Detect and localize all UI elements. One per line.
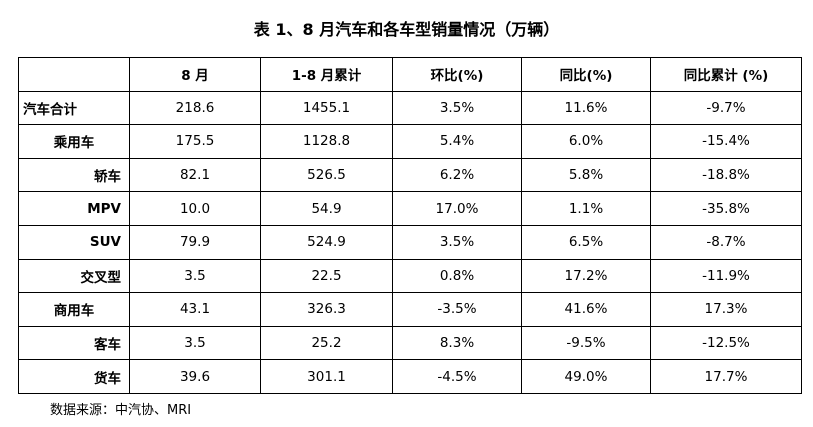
cell: 3.5% <box>392 224 522 260</box>
cell: 3.5 <box>129 258 261 294</box>
table-row: 客车 3.5 25.2 8.3% -9.5% -12.5% <box>18 325 802 361</box>
cell: -9.5% <box>521 325 651 361</box>
cell: 22.5 <box>260 258 393 294</box>
cell: 49.0% <box>521 359 651 394</box>
table-row: SUV 79.9 524.9 3.5% 6.5% -8.7% <box>18 224 802 260</box>
cell: 79.9 <box>129 224 261 260</box>
cell: -18.8% <box>650 157 802 193</box>
row-label: 轿车 <box>18 157 130 193</box>
cell: 526.5 <box>260 157 393 193</box>
row-label: 商用车 <box>18 292 130 327</box>
title: 表 1、8 月汽车和各车型销量情况（万辆） <box>253 20 560 39</box>
column-header: 环比(%) <box>392 57 522 92</box>
cell: 5.4% <box>392 124 522 159</box>
cell: 11.6% <box>521 90 651 126</box>
column-header <box>18 57 130 92</box>
cell: 6.5% <box>521 224 651 260</box>
table-row: 商用车 43.1 326.3 -3.5% 41.6% 17.3% <box>18 292 802 327</box>
row-label: MPV <box>18 191 130 226</box>
row-label: 货车 <box>18 359 130 394</box>
cell: 54.9 <box>260 191 393 226</box>
cell: -8.7% <box>650 224 802 260</box>
cell: -35.8% <box>650 191 802 226</box>
cell: 41.6% <box>521 292 651 327</box>
row-label: 乘用车 <box>18 124 130 159</box>
cell: 17.0% <box>392 191 522 226</box>
cell: 5.8% <box>521 157 651 193</box>
table-row: MPV 10.0 54.9 17.0% 1.1% -35.8% <box>18 191 802 226</box>
cell: 39.6 <box>129 359 261 394</box>
cell: 1128.8 <box>260 124 393 159</box>
column-header: 同比累计 (%) <box>650 57 802 92</box>
cell: 6.0% <box>521 124 651 159</box>
cell: 175.5 <box>129 124 261 159</box>
cell: -3.5% <box>392 292 522 327</box>
row-label: 客车 <box>18 325 130 361</box>
table-row: 货车 39.6 301.1 -4.5% 49.0% 17.7% <box>18 359 802 394</box>
table: 8 月 1-8 月累计 环比(%) 同比(%) 同比累计 (%) 汽车合计 218.6 145… <box>18 57 802 394</box>
cell: 0.8% <box>392 258 522 294</box>
column-header: 8 月 <box>129 57 261 92</box>
cell: 1455.1 <box>260 90 393 126</box>
cell: 8.3% <box>392 325 522 361</box>
table-row: 乘用车 175.5 1128.8 5.4% 6.0% -15.4% <box>18 124 802 159</box>
cell: 10.0 <box>129 191 261 226</box>
cell: 326.3 <box>260 292 393 327</box>
cell: 301.1 <box>260 359 393 394</box>
source: 数据来源：中汽协、MRI <box>50 403 192 418</box>
cell: -11.9% <box>650 258 802 294</box>
column-header: 1-8 月累计 <box>260 57 393 92</box>
cell: 1.1% <box>521 191 651 226</box>
row-label: 交叉型 <box>18 258 130 294</box>
row-label: 汽车合计 <box>18 90 130 126</box>
cell: 6.2% <box>392 157 522 193</box>
cell: 3.5% <box>392 90 522 126</box>
header-row: 8 月 1-8 月累计 环比(%) 同比(%) 同比累计 (%) <box>18 57 802 92</box>
cell: 218.6 <box>129 90 261 126</box>
cell: 17.2% <box>521 258 651 294</box>
table-row: 交叉型 3.5 22.5 0.8% 17.2% -11.9% <box>18 258 802 294</box>
table-row: 轿车 82.1 526.5 6.2% 5.8% -18.8% <box>18 157 802 193</box>
column-header: 同比(%) <box>521 57 651 92</box>
cell: 25.2 <box>260 325 393 361</box>
cell: -15.4% <box>650 124 802 159</box>
row-label: SUV <box>18 224 130 260</box>
cell: 82.1 <box>129 157 261 193</box>
cell: 43.1 <box>129 292 261 327</box>
cell: -4.5% <box>392 359 522 394</box>
cell: 3.5 <box>129 325 261 361</box>
cell: 17.3% <box>650 292 802 327</box>
cell: 524.9 <box>260 224 393 260</box>
cell: 17.7% <box>650 359 802 394</box>
cell: -12.5% <box>650 325 802 361</box>
table-row: 汽车合计 218.6 1455.1 3.5% 11.6% -9.7% <box>18 90 802 126</box>
cell: -9.7% <box>650 90 802 126</box>
